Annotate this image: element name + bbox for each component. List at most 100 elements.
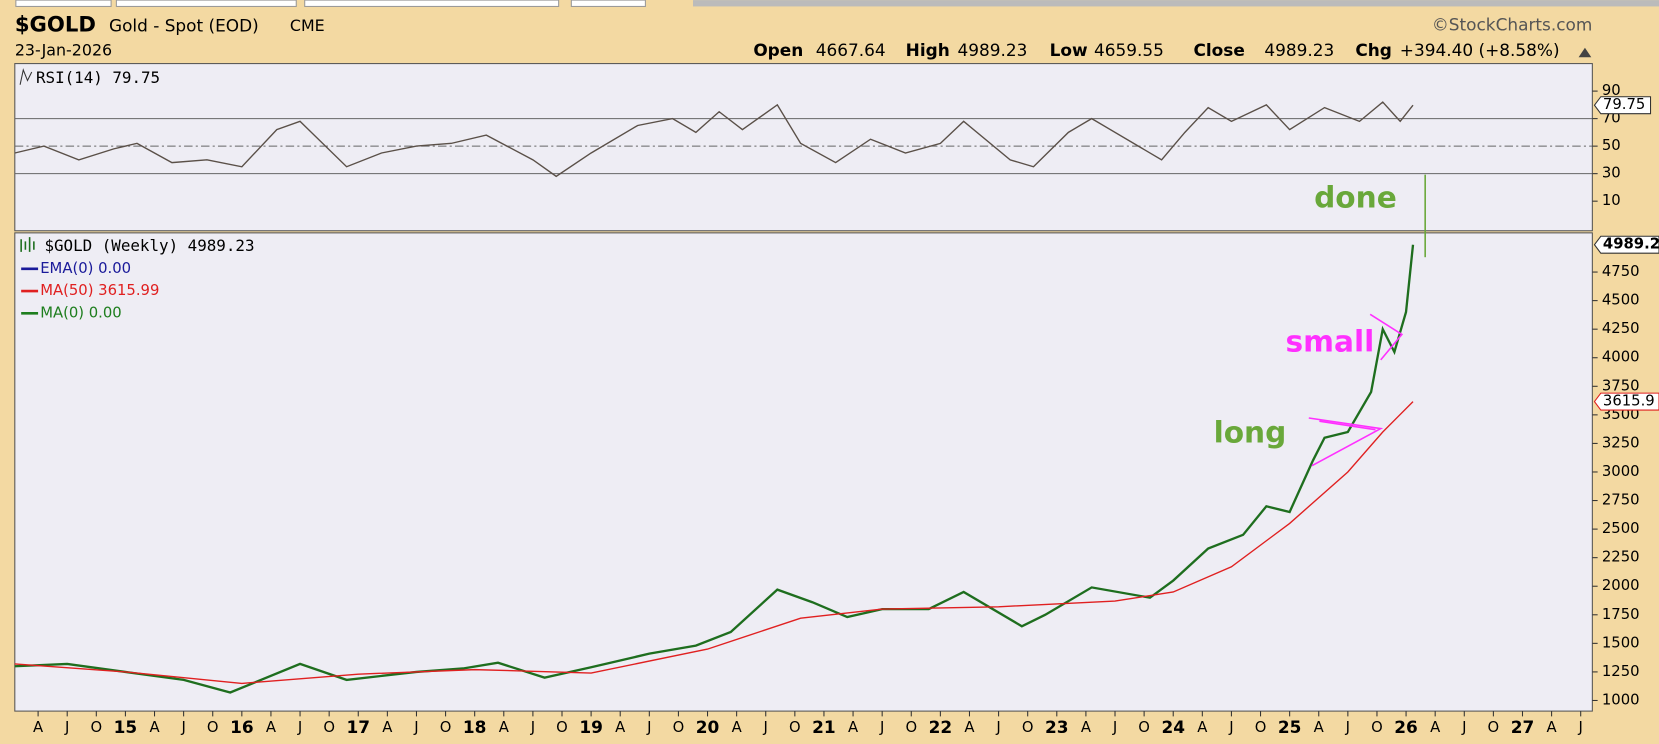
x-tick-label: A: [732, 719, 742, 736]
tab: [304, 0, 560, 7]
legend-entry: MA(0) 0.00: [40, 304, 122, 321]
value: 4989.23: [958, 40, 1028, 60]
x-tick-label: O: [1255, 719, 1267, 736]
y-tick-label: 3750: [1602, 377, 1640, 394]
y-tick-label: 3000: [1602, 463, 1640, 480]
tab-bar: [693, 0, 1659, 7]
price-layer: 1000 1250 1500 1750 2000 2250 2500 2750 3000 3250…: [14, 181, 1659, 737]
x-tick-label: A: [848, 719, 858, 736]
label: Low: [1050, 40, 1088, 60]
x-tick-label: O: [1138, 719, 1150, 736]
value-flag: [1593, 96, 1652, 115]
source: ©StockCharts.com: [1432, 14, 1592, 34]
x-tick-label: A: [33, 719, 43, 736]
x-tick-label: O: [323, 719, 335, 736]
y-tick-label: 1000: [1602, 691, 1640, 708]
x-tick-label: J: [1112, 719, 1117, 736]
label: High: [906, 40, 950, 60]
x-tick-label: J: [1461, 719, 1466, 736]
rsi-icon: [19, 68, 33, 85]
annotation: long: [1214, 415, 1287, 449]
x-tick-label: J: [1345, 719, 1350, 736]
x-tick-label: 19: [579, 717, 603, 737]
x-tick-label: J: [879, 719, 884, 736]
value-flag-label: 4989.2: [1603, 236, 1659, 253]
value: +394.40 (+8.58%): [1400, 40, 1560, 60]
label: Open: [753, 40, 803, 60]
rsi-panel: [14, 63, 1593, 232]
x-tick-label: A: [1314, 719, 1324, 736]
x-tick-label: O: [905, 719, 917, 736]
x-tick-label: 23: [1045, 717, 1069, 737]
x-tick-label: A: [1081, 719, 1091, 736]
price-panel: [14, 232, 1593, 712]
symbol: $GOLD: [15, 11, 96, 36]
y-tick-label: 2500: [1602, 520, 1640, 537]
x-tick-label: A: [1547, 719, 1557, 736]
annotation: small: [1286, 324, 1375, 358]
x-tick-label: J: [1578, 719, 1583, 736]
y-tick-label: 90: [1602, 82, 1621, 99]
x-tick-label: O: [789, 719, 801, 736]
legend-icon: [20, 237, 35, 252]
legend-entry: $GOLD (Weekly) 4989.23: [44, 236, 254, 255]
y-tick-label: 1250: [1602, 663, 1640, 680]
x-tick-label: A: [615, 719, 625, 736]
series-line: [14, 101, 1414, 178]
x-tick-label: 24: [1161, 717, 1185, 737]
label: Chg: [1355, 40, 1392, 60]
y-tick-label: 4250: [1602, 320, 1640, 337]
value: 4667.64: [816, 40, 886, 60]
x-tick-label: O: [1022, 719, 1034, 736]
x-tick-label: J: [297, 719, 302, 736]
x-tick-label: 26: [1394, 717, 1418, 737]
annotation: done: [1314, 181, 1397, 215]
label: Close: [1193, 40, 1244, 60]
x-tick-label: 20: [696, 717, 720, 737]
x-tick-label: A: [1197, 719, 1207, 736]
x-tick-label: O: [556, 719, 568, 736]
x-tick-label: J: [530, 719, 535, 736]
x-tick-label: A: [964, 719, 974, 736]
y-tick-label: 10: [1602, 192, 1621, 209]
x-tick-label: J: [64, 719, 69, 736]
y-tick-label: 1500: [1602, 634, 1640, 651]
x-tick-label: 16: [230, 717, 254, 737]
x-tick-label: O: [90, 719, 102, 736]
x-tick-label: 15: [114, 717, 138, 737]
pennant-long: [1308, 417, 1384, 467]
x-tick-label: J: [413, 719, 418, 736]
x-tick-label: O: [1371, 719, 1383, 736]
y-tick-label: 30: [1602, 165, 1621, 182]
x-tick-label: 17: [346, 717, 370, 737]
x-tick-label: A: [499, 719, 509, 736]
y-tick-label: 3250: [1602, 434, 1640, 451]
y-tick-label: 2000: [1602, 577, 1640, 594]
x-tick-label: A: [266, 719, 276, 736]
tab: [15, 0, 112, 7]
tab: [570, 0, 646, 7]
value: 4659.55: [1094, 40, 1164, 60]
x-tick-label: 18: [463, 717, 487, 737]
x-tick-label: O: [440, 719, 452, 736]
legend-entry: MA(50) 3615.99: [40, 282, 159, 299]
y-tick-label: 1750: [1602, 606, 1640, 623]
x-tick-label: 27: [1511, 717, 1535, 737]
x-tick-label: J: [646, 719, 651, 736]
series-line: [14, 401, 1414, 685]
value-flag-label: 79.75: [1603, 96, 1645, 113]
exchange: CME: [290, 16, 325, 35]
y-tick-label: 2750: [1602, 492, 1640, 509]
tab: [115, 0, 297, 7]
x-tick-label: 21: [812, 717, 836, 737]
x-tick-label: J: [995, 719, 1000, 736]
x-tick-label: O: [207, 719, 219, 736]
panel-title: RSI(14) 79.75: [36, 68, 160, 87]
instrument-name: Gold - Spot (EOD): [109, 16, 259, 36]
x-tick-label: A: [1430, 719, 1440, 736]
legend-entry: EMA(0) 0.00: [40, 260, 131, 277]
y-tick-label: 50: [1602, 137, 1621, 154]
up-arrow: [1578, 47, 1592, 58]
